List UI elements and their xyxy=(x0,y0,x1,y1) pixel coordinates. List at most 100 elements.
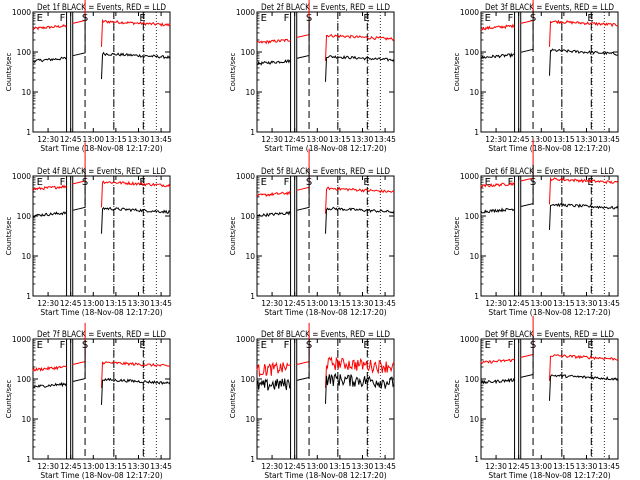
events-trace-post xyxy=(101,206,171,234)
lld-trace-post xyxy=(101,361,171,388)
y-tick-label: 100 xyxy=(241,375,256,384)
x-axis-label: Start Time (18-Nov-08 12:17:20) xyxy=(488,308,610,317)
events-trace-post xyxy=(325,372,395,404)
x-tick-label: 13:30 xyxy=(576,462,598,471)
panel-title: Det 5f BLACK = Events, RED = LLD xyxy=(261,167,390,177)
events-trace-post xyxy=(325,206,395,234)
x-tick-label: 12:45 xyxy=(284,462,306,471)
x-tick-label: 12:45 xyxy=(508,462,530,471)
x-tick-label: 13:30 xyxy=(128,299,150,308)
panel-det-9: Det 9f BLACK = Events, RED = LLD 1 10 100 10… xyxy=(453,315,620,480)
marker-letter: F xyxy=(284,13,290,24)
x-tick-label: 13:15 xyxy=(329,462,351,471)
marker-letter: F xyxy=(60,177,66,188)
x-axis-label: Start Time (18-Nov-08 12:17:20) xyxy=(264,471,386,480)
panel-det-8: Det 8f BLACK = Events, RED = LLD 1 10 100 10… xyxy=(229,322,396,480)
y-axis-label: Counts/sec xyxy=(453,217,461,256)
x-tick-label: 13:00 xyxy=(82,135,104,144)
marker-letter: E xyxy=(261,177,267,188)
panel-det-2: Det 2f BLACK = Events, RED = LLD 1 10 100 10… xyxy=(229,0,396,153)
plot-frame xyxy=(256,175,395,297)
events-trace-post xyxy=(101,377,171,405)
panel-det-7: Det 7f BLACK = Events, RED = LLD 1 10 100 10… xyxy=(5,322,172,480)
x-tick-label: 12:45 xyxy=(508,135,530,144)
x-tick-label: 13:00 xyxy=(306,135,328,144)
lld-trace-post xyxy=(549,176,619,205)
events-trace-pre xyxy=(32,168,86,218)
y-tick-label: 1 xyxy=(474,455,479,464)
y-tick-label: 10 xyxy=(21,88,31,97)
x-tick-label: 13:00 xyxy=(530,462,552,471)
x-tick-label: 13:15 xyxy=(105,135,127,144)
x-tick-label: 13:30 xyxy=(352,462,374,471)
y-tick-label: 1000 xyxy=(460,172,479,181)
events-trace-post xyxy=(549,48,619,76)
events-trace-pre xyxy=(256,168,310,218)
x-tick-label: 13:45 xyxy=(150,462,172,471)
events-trace-pre xyxy=(32,340,86,389)
x-tick-label: 12:30 xyxy=(485,462,507,471)
x-axis-label: Start Time (18-Nov-08 12:17:20) xyxy=(40,471,162,480)
x-tick-label: 13:00 xyxy=(82,299,104,308)
x-tick-label: 13:45 xyxy=(598,135,620,144)
y-tick-label: 1000 xyxy=(12,172,31,181)
x-tick-label: 12:30 xyxy=(261,135,283,144)
x-tick-label: 12:30 xyxy=(485,299,507,308)
events-trace-pre xyxy=(256,16,310,66)
plot-frame xyxy=(480,11,619,133)
x-tick-label: 13:30 xyxy=(576,135,598,144)
x-axis-label: Start Time (18-Nov-08 12:17:20) xyxy=(40,308,162,317)
y-tick-label: 10 xyxy=(245,88,255,97)
y-tick-label: 1 xyxy=(26,455,31,464)
lld-trace-post xyxy=(325,33,395,61)
x-tick-label: 13:15 xyxy=(553,299,575,308)
marker-letter: E xyxy=(363,13,369,24)
marker-letter: F xyxy=(284,177,290,188)
panel-title: Det 6f BLACK = Events, RED = LLD xyxy=(485,167,614,177)
events-trace-pre xyxy=(480,164,534,214)
marker-letter: F xyxy=(508,13,514,24)
plot-frame xyxy=(256,338,395,460)
y-tick-label: 1000 xyxy=(236,8,255,17)
plot-frame xyxy=(480,338,619,460)
x-tick-label: 13:45 xyxy=(374,135,396,144)
marker-letter: E xyxy=(37,177,43,188)
x-tick-label: 13:45 xyxy=(150,299,172,308)
x-tick-label: 12:30 xyxy=(37,462,59,471)
plot-frame xyxy=(32,11,171,133)
lld-trace-post xyxy=(549,354,619,381)
panel-title: Det 1f BLACK = Events, RED = LLD xyxy=(37,3,166,13)
plot-frame xyxy=(32,338,171,460)
y-tick-label: 10 xyxy=(21,252,31,261)
x-tick-label: 13:00 xyxy=(530,299,552,308)
x-tick-label: 13:45 xyxy=(374,299,396,308)
y-tick-label: 100 xyxy=(465,212,480,221)
events-trace-post xyxy=(101,51,171,80)
panel-title: Det 8f BLACK = Events, RED = LLD xyxy=(261,330,390,340)
x-tick-label: 12:30 xyxy=(37,299,59,308)
events-trace-pre xyxy=(256,338,310,391)
x-tick-label: 12:45 xyxy=(60,299,82,308)
x-tick-label: 13:00 xyxy=(306,299,328,308)
y-axis-label: Counts/sec xyxy=(5,217,13,256)
y-tick-label: 1 xyxy=(474,128,479,137)
y-tick-label: 1000 xyxy=(12,335,31,344)
y-tick-label: 10 xyxy=(469,415,479,424)
panel-det-5: Det 5f BLACK = Events, RED = LLD 1 10 100 10… xyxy=(229,148,396,317)
x-tick-label: 13:45 xyxy=(150,135,172,144)
panel-title: Det 7f BLACK = Events, RED = LLD xyxy=(37,330,166,340)
plot-frame xyxy=(480,175,619,297)
panel-det-4: Det 4f BLACK = Events, RED = LLD 1 10 100 10… xyxy=(5,142,172,317)
x-tick-label: 13:30 xyxy=(128,135,150,144)
marker-letter: E xyxy=(587,13,593,24)
lld-trace-post xyxy=(101,18,171,47)
x-tick-label: 12:30 xyxy=(37,135,59,144)
panel-title: Det 4f BLACK = Events, RED = LLD xyxy=(37,167,166,177)
y-axis-label: Counts/sec xyxy=(229,53,237,92)
x-tick-label: 13:45 xyxy=(598,462,620,471)
y-tick-label: 1000 xyxy=(460,335,479,344)
y-tick-label: 10 xyxy=(245,252,255,261)
y-tick-label: 100 xyxy=(465,48,480,57)
x-tick-label: 12:45 xyxy=(508,299,530,308)
